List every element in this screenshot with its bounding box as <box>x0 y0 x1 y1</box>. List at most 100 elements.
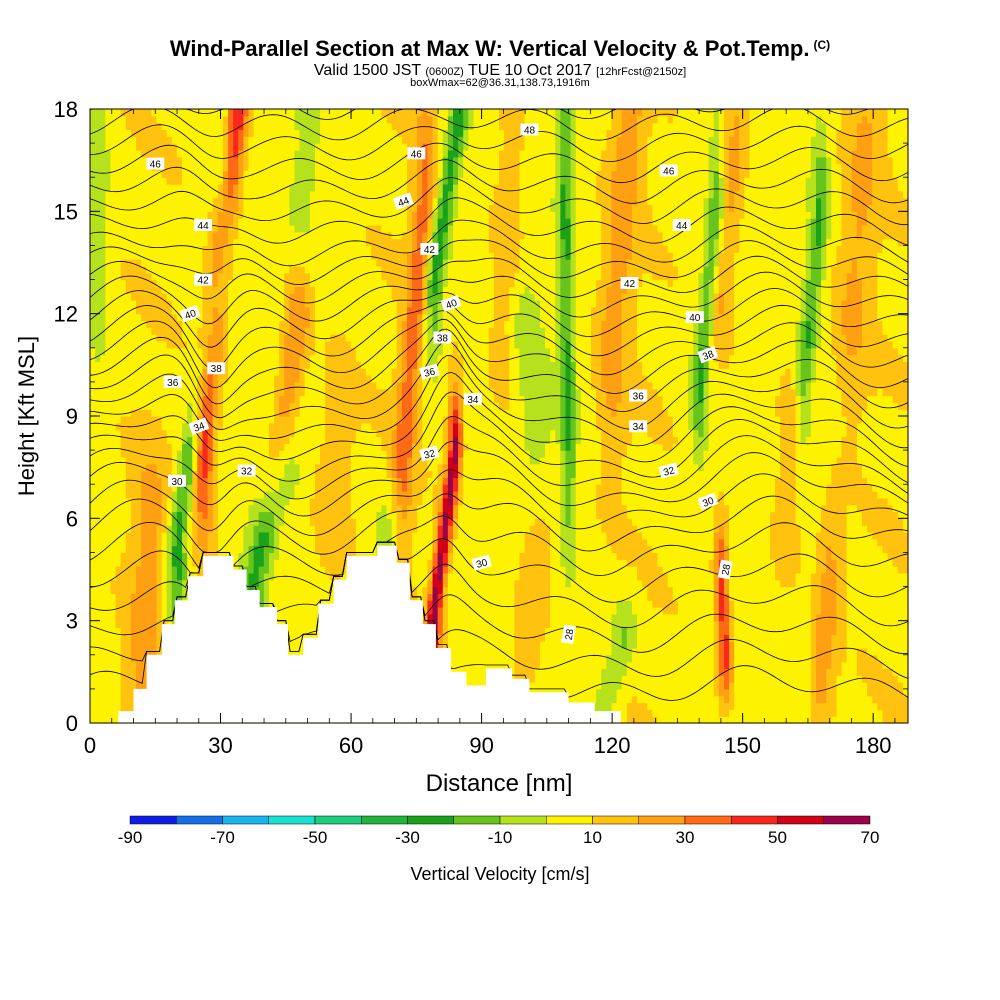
w-cell <box>146 129 152 137</box>
w-cell <box>151 293 158 301</box>
w-cell <box>95 204 101 212</box>
w-cell <box>263 456 270 465</box>
w-cell <box>299 115 306 124</box>
w-cell <box>289 375 296 383</box>
w-cell <box>233 354 239 363</box>
w-cell <box>350 443 357 451</box>
w-cell <box>161 156 168 165</box>
w-cell <box>314 497 321 506</box>
w-cell <box>233 293 239 301</box>
w-cell <box>274 388 280 397</box>
w-cell <box>197 184 204 192</box>
w-cell <box>320 572 326 581</box>
w-cell <box>330 409 336 417</box>
w-cell <box>120 115 127 124</box>
w-cell <box>258 286 265 294</box>
w-cell <box>263 538 270 547</box>
w-cell <box>212 143 219 151</box>
w-cell <box>120 402 127 410</box>
w-cell <box>238 402 244 410</box>
w-cell <box>320 129 326 137</box>
w-cell <box>289 538 296 547</box>
w-cell <box>258 293 265 301</box>
w-cell <box>304 177 311 185</box>
w-cell <box>136 306 142 315</box>
w-cell <box>151 190 158 199</box>
w-cell <box>95 170 101 178</box>
w-cell <box>100 306 106 315</box>
w-cell <box>115 668 122 676</box>
w-cell <box>187 354 193 363</box>
w-cell <box>258 136 265 144</box>
w-cell <box>330 156 336 165</box>
w-cell <box>156 129 163 137</box>
w-cell <box>176 190 183 199</box>
w-cell <box>166 109 173 117</box>
w-cell <box>248 354 255 363</box>
w-cell <box>284 436 290 444</box>
w-cell <box>274 422 280 431</box>
w-cell <box>146 204 152 212</box>
w-cell <box>90 422 96 431</box>
w-cell <box>320 184 326 192</box>
w-cell <box>233 143 239 151</box>
w-cell <box>95 320 101 328</box>
w-cell <box>238 177 244 185</box>
w-cell <box>340 484 347 492</box>
w-cell <box>105 388 112 397</box>
w-cell <box>309 115 316 124</box>
w-cell <box>263 245 270 253</box>
w-cell <box>243 368 250 376</box>
w-cell <box>350 456 357 465</box>
w-cell <box>274 511 280 519</box>
w-cell <box>248 313 255 322</box>
w-cell <box>182 265 188 274</box>
w-cell <box>294 143 301 151</box>
w-cell <box>120 375 127 383</box>
w-cell <box>120 231 127 240</box>
w-cell <box>115 518 122 526</box>
w-cell <box>151 381 158 390</box>
w-cell <box>294 211 301 219</box>
w-cell <box>115 593 122 601</box>
w-cell <box>161 327 168 335</box>
w-cell <box>176 286 183 294</box>
w-cell <box>355 395 362 403</box>
w-cell <box>176 109 183 117</box>
w-cell <box>345 538 352 547</box>
w-cell <box>125 375 132 383</box>
w-cell <box>207 265 214 274</box>
w-cell <box>238 279 244 287</box>
w-cell <box>100 675 106 683</box>
w-cell <box>120 184 127 192</box>
w-cell <box>100 340 106 349</box>
w-cell <box>115 634 122 642</box>
w-cell <box>141 170 147 178</box>
w-cell <box>304 122 311 131</box>
w-cell <box>345 238 352 247</box>
w-cell <box>182 204 188 212</box>
w-cell <box>130 545 137 554</box>
w-cell <box>268 136 275 144</box>
w-cell <box>146 184 152 192</box>
w-cell <box>90 184 96 192</box>
w-cell <box>187 334 193 342</box>
w-cell <box>279 607 285 615</box>
w-cell <box>222 381 229 390</box>
w-cell <box>115 122 122 131</box>
w-cell <box>212 109 219 117</box>
w-cell <box>212 443 219 451</box>
w-cell <box>238 334 244 342</box>
w-cell <box>146 272 152 281</box>
w-cell <box>120 525 127 533</box>
w-cell <box>95 381 101 390</box>
w-cell <box>222 143 229 151</box>
w-cell <box>299 190 306 199</box>
w-cell <box>120 586 127 594</box>
w-cell <box>289 552 296 560</box>
w-cell <box>141 647 147 656</box>
w-cell <box>207 347 214 356</box>
w-cell <box>309 538 316 547</box>
w-cell <box>166 163 173 171</box>
w-cell <box>217 149 224 158</box>
